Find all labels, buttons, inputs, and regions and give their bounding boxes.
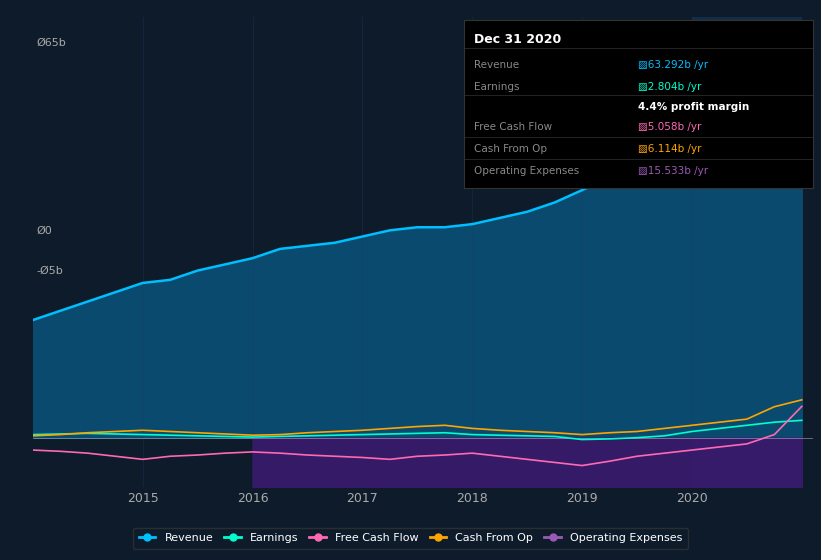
Text: Cash From Op: Cash From Op [475,144,548,154]
Text: ▨15.533b /yr: ▨15.533b /yr [639,166,709,176]
Text: Ø0: Ø0 [37,226,53,236]
Text: Ø65b: Ø65b [37,38,67,48]
Legend: Revenue, Earnings, Free Cash Flow, Cash From Op, Operating Expenses: Revenue, Earnings, Free Cash Flow, Cash … [133,528,688,549]
Text: Earnings: Earnings [475,82,520,92]
Text: ▨5.058b /yr: ▨5.058b /yr [639,122,702,132]
Text: Operating Expenses: Operating Expenses [475,166,580,176]
Text: Dec 31 2020: Dec 31 2020 [475,33,562,46]
Text: ▨6.114b /yr: ▨6.114b /yr [639,144,702,154]
Text: ▨63.292b /yr: ▨63.292b /yr [639,60,709,70]
Text: Free Cash Flow: Free Cash Flow [475,122,553,132]
Text: Revenue: Revenue [475,60,520,70]
Text: ▨2.804b /yr: ▨2.804b /yr [639,82,702,92]
Text: 4.4% profit margin: 4.4% profit margin [639,102,750,112]
Text: -Ø5b: -Ø5b [37,266,63,276]
Bar [692,17,802,487]
